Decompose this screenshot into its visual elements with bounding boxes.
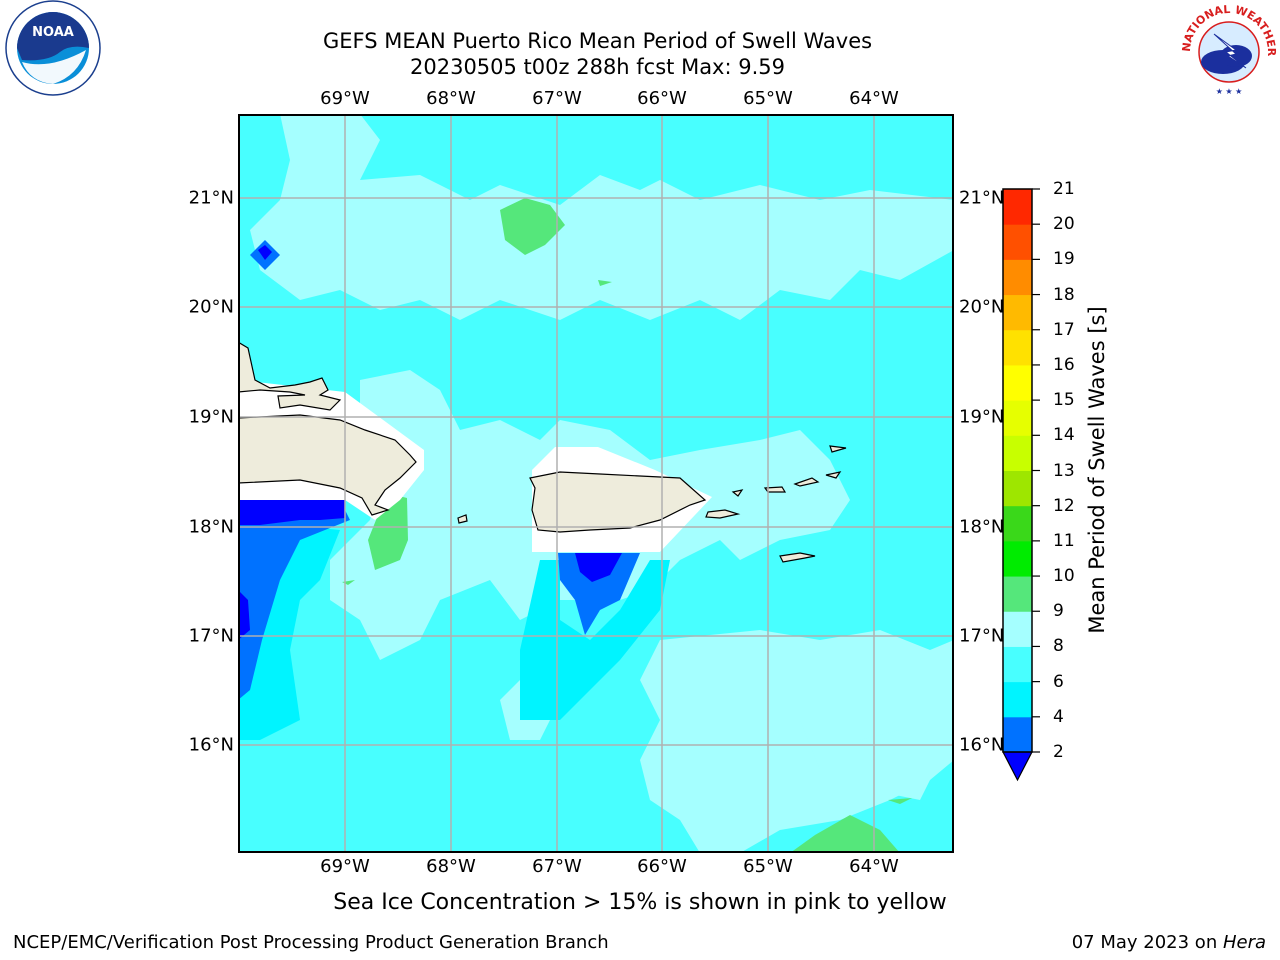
land-anegada xyxy=(829,445,847,453)
map-border xyxy=(238,114,954,853)
lat-label-right: 18°N xyxy=(959,516,1005,538)
lon-label-top: 65°W xyxy=(743,88,793,109)
footer-credit: NCEP/EMC/Verification Post Processing Pr… xyxy=(13,932,609,953)
lon-label-bottom: 65°W xyxy=(743,856,793,877)
colorbar-segment xyxy=(1003,189,1032,225)
land-st-croix xyxy=(779,552,816,563)
colorbar-tick-label: 21 xyxy=(1053,179,1075,199)
colorbar-segment xyxy=(1003,505,1032,542)
sea-ice-note: Sea Ice Concentration > 15% is shown in … xyxy=(333,890,947,915)
land-culebra xyxy=(731,489,744,497)
land-hispaniola xyxy=(238,414,417,516)
lat-label-left: 18°N xyxy=(188,516,234,538)
lon-label-bottom: 68°W xyxy=(426,856,476,877)
land-mona-island xyxy=(457,514,468,524)
colorbar-tick-label: 6 xyxy=(1053,671,1064,692)
land-st-thomas xyxy=(763,486,787,493)
colorbar-under-triangle xyxy=(1002,751,1033,782)
colorbar-segment xyxy=(1003,435,1032,471)
colorbar xyxy=(1002,188,1040,782)
noaa-logo-text: NOAA xyxy=(32,25,74,40)
colorbar-tick-label: 8 xyxy=(1053,636,1064,657)
lat-label-right: 21°N xyxy=(959,187,1005,209)
footer-date: 07 May 2023 on Hera xyxy=(1072,932,1266,953)
colorbar-tick-label: 13 xyxy=(1053,460,1075,481)
colorbar-segment xyxy=(1003,611,1032,647)
lat-label-left: 19°N xyxy=(188,406,234,428)
colorbar-segment xyxy=(1003,470,1032,507)
lon-label-top: 67°W xyxy=(532,88,582,109)
lat-label-left: 16°N xyxy=(188,734,234,756)
colorbar-tick-label: 2 xyxy=(1053,742,1064,762)
colorbar-tick-label: 12 xyxy=(1053,495,1075,516)
colorbar-tick-label: 10 xyxy=(1053,566,1075,587)
colorbar-tick-label: 4 xyxy=(1053,706,1064,727)
lon-label-bottom: 69°W xyxy=(320,856,370,877)
colorbar-segment xyxy=(1003,224,1032,260)
lon-label-bottom: 67°W xyxy=(532,856,582,877)
gridlines xyxy=(238,114,954,853)
lon-label-top: 68°W xyxy=(426,88,476,109)
colorbar-segment xyxy=(1003,259,1032,296)
colorbar-segment xyxy=(1003,646,1032,683)
colorbar-tick-label: 19 xyxy=(1053,249,1075,270)
land-tortola xyxy=(793,477,820,487)
lon-label-bottom: 66°W xyxy=(637,856,687,877)
noaa-logo: NOAA xyxy=(5,0,101,96)
colorbar-tick-label: 15 xyxy=(1053,390,1075,411)
lon-label-top: 64°W xyxy=(849,88,899,109)
lon-label-top: 69°W xyxy=(320,88,370,109)
footer-host: Hera xyxy=(1222,932,1266,953)
lat-label-right: 16°N xyxy=(959,734,1005,756)
footer-date-text: 07 May 2023 on xyxy=(1071,932,1223,953)
colorbar-tick-label: 20 xyxy=(1053,214,1075,235)
colorbar-tick-label: 9 xyxy=(1053,601,1064,622)
chart-title: GEFS MEAN Puerto Rico Mean Period of Swe… xyxy=(322,29,873,53)
colorbar-segment xyxy=(1003,716,1032,753)
lat-label-left: 20°N xyxy=(188,296,234,318)
colorbar-segment xyxy=(1003,329,1032,366)
colorbar-segment xyxy=(1003,576,1032,612)
lat-label-left: 21°N xyxy=(188,187,234,209)
field-9-10 xyxy=(342,198,912,853)
svg-text:★ ★ ★: ★ ★ ★ xyxy=(1216,87,1243,96)
colorbar-segment xyxy=(1003,364,1032,401)
colorbar-segment xyxy=(1003,681,1032,718)
colorbar-tick-label: 17 xyxy=(1053,319,1075,340)
nws-logo: NATIONAL WEATHER SERVICE ★ ★ ★ xyxy=(1178,0,1278,97)
lat-label-right: 20°N xyxy=(959,296,1005,318)
lat-label-left: 17°N xyxy=(188,625,234,647)
colorbar-tick-label: 11 xyxy=(1053,530,1075,551)
land-vieques xyxy=(705,509,741,519)
colorbar-tick-label: 16 xyxy=(1053,354,1075,375)
lat-label-right: 19°N xyxy=(959,406,1005,428)
colorbar-segment xyxy=(1003,400,1032,436)
map-panel[interactable] xyxy=(238,114,954,853)
land-hispaniola-north xyxy=(238,341,342,411)
colorbar-title: Mean Period of Swell Waves [s] xyxy=(1085,306,1109,634)
chart-subtitle: 20230505 t00z 288h fcst Max: 9.59 xyxy=(410,55,785,79)
colorbar-segment xyxy=(1003,294,1032,331)
colorbar-tick-label: 14 xyxy=(1053,425,1075,446)
field-under-2 xyxy=(238,245,622,640)
colorbar-segment xyxy=(1003,540,1032,577)
land-virgin-gorda xyxy=(825,471,842,479)
colorbar-tick-label: 18 xyxy=(1053,284,1075,305)
lon-label-bottom: 64°W xyxy=(849,856,899,877)
lon-label-top: 66°W xyxy=(637,88,687,109)
lat-label-right: 17°N xyxy=(959,625,1005,647)
